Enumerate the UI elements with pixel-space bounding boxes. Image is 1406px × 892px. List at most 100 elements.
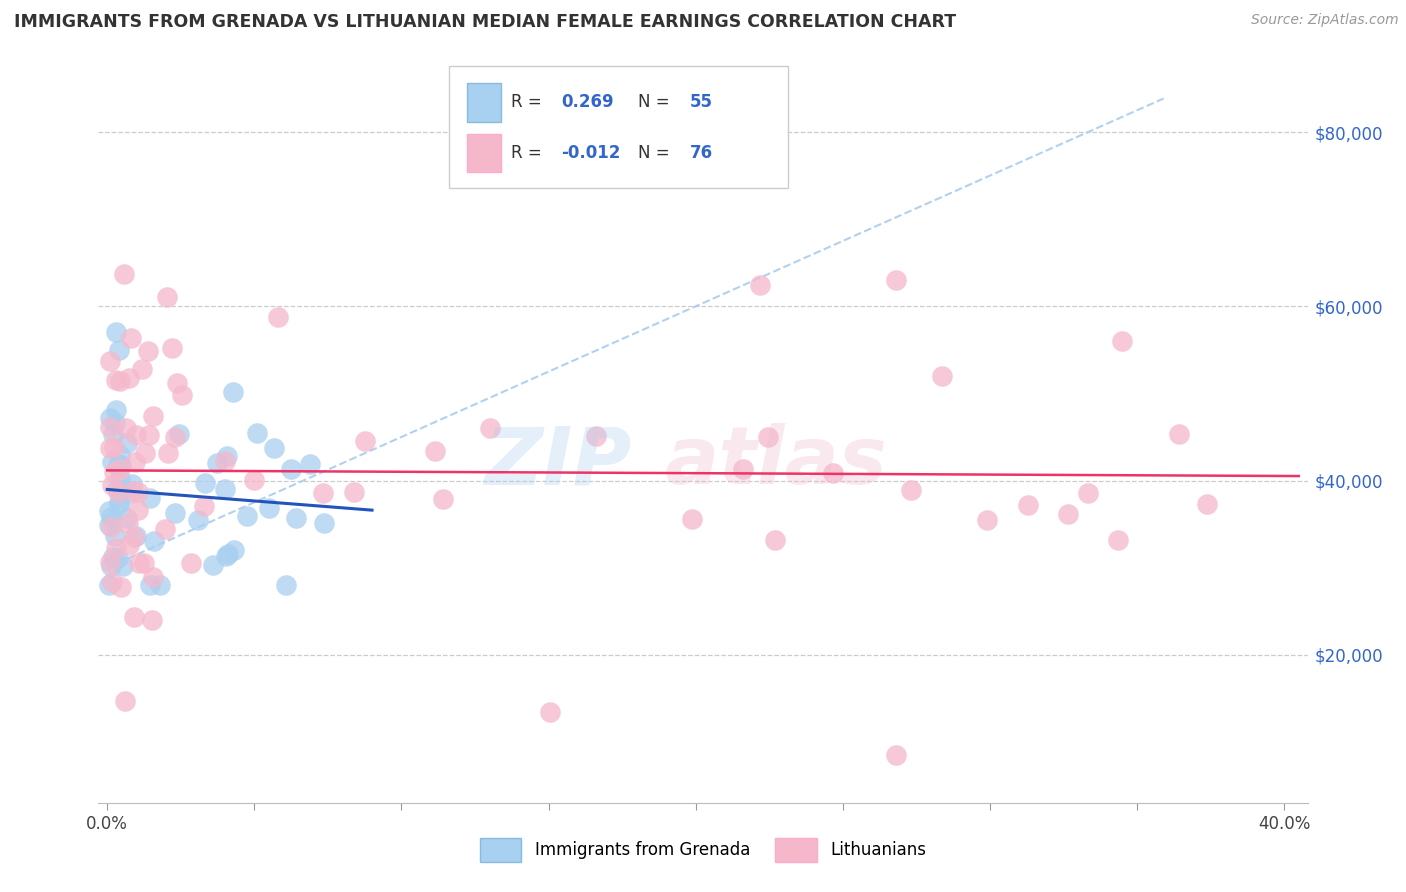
- Point: [103, 465, 125, 479]
- Point: [149, 578, 172, 592]
- Point: [98, 441, 121, 455]
- Point: [153, 522, 176, 536]
- Point: [104, 416, 127, 430]
- Point: [423, 444, 446, 458]
- Point: [108, 448, 131, 462]
- Point: [107, 484, 129, 499]
- Point: [107, 458, 129, 473]
- Point: [900, 483, 922, 497]
- Point: [143, 533, 166, 548]
- Point: [122, 530, 145, 544]
- Point: [749, 277, 772, 292]
- Point: [110, 462, 132, 476]
- Point: [312, 516, 335, 530]
- Point: [156, 446, 179, 460]
- Point: [110, 472, 132, 486]
- Point: [108, 458, 131, 472]
- Point: [585, 429, 607, 443]
- Point: [280, 462, 302, 476]
- Point: [193, 499, 215, 513]
- Point: [763, 533, 786, 547]
- Point: [134, 446, 156, 460]
- Point: [107, 550, 129, 565]
- Point: [108, 495, 131, 509]
- Point: [101, 478, 124, 492]
- Point: [115, 435, 138, 450]
- Point: [103, 549, 125, 564]
- Point: [114, 693, 136, 707]
- Point: [202, 558, 225, 573]
- Point: [100, 510, 122, 524]
- Point: [121, 476, 143, 491]
- Point: [127, 503, 149, 517]
- Point: [756, 430, 779, 444]
- Point: [107, 482, 129, 496]
- Point: [931, 368, 953, 383]
- Point: [110, 458, 132, 472]
- Point: [125, 529, 148, 543]
- Point: [976, 513, 998, 527]
- Point: [285, 510, 308, 524]
- Point: [312, 486, 335, 500]
- Point: [127, 484, 149, 499]
- Point: [821, 466, 844, 480]
- FancyBboxPatch shape: [449, 66, 787, 188]
- Point: [97, 504, 120, 518]
- Point: [117, 516, 139, 530]
- Point: [884, 273, 907, 287]
- Point: [103, 440, 125, 454]
- Point: [122, 610, 145, 624]
- Point: [131, 362, 153, 376]
- Point: [100, 520, 122, 534]
- Point: [214, 454, 236, 468]
- Text: -0.012: -0.012: [561, 144, 621, 161]
- Point: [97, 517, 120, 532]
- Point: [98, 410, 121, 425]
- Point: [160, 342, 183, 356]
- Text: IMMIGRANTS FROM GRENADA VS LITHUANIAN MEDIAN FEMALE EARNINGS CORRELATION CHART: IMMIGRANTS FROM GRENADA VS LITHUANIAN ME…: [14, 13, 956, 31]
- Point: [432, 491, 454, 506]
- Point: [163, 506, 186, 520]
- Point: [259, 501, 281, 516]
- Point: [1057, 507, 1080, 521]
- Point: [104, 529, 127, 543]
- Y-axis label: Median Female Earnings: Median Female Earnings: [0, 331, 8, 534]
- Point: [214, 549, 236, 563]
- Point: [100, 558, 122, 573]
- Point: [105, 326, 128, 340]
- Text: R =: R =: [510, 94, 547, 112]
- Point: [128, 556, 150, 570]
- Point: [107, 496, 129, 510]
- Point: [156, 289, 179, 303]
- Point: [1195, 497, 1218, 511]
- Point: [224, 542, 246, 557]
- Point: [136, 344, 159, 359]
- Point: [217, 547, 239, 561]
- Point: [170, 387, 193, 401]
- Point: [267, 310, 290, 325]
- Point: [104, 403, 127, 417]
- Point: [124, 455, 146, 469]
- Text: ZIP: ZIP: [484, 423, 631, 501]
- Point: [98, 420, 121, 434]
- Text: N =: N =: [638, 94, 675, 112]
- Point: [194, 475, 217, 490]
- Point: [98, 555, 121, 569]
- Point: [142, 570, 165, 584]
- Point: [141, 613, 163, 627]
- Text: R =: R =: [510, 144, 547, 161]
- Point: [98, 354, 121, 368]
- Point: [120, 331, 142, 345]
- Point: [115, 421, 138, 435]
- Point: [343, 485, 366, 500]
- Point: [167, 427, 190, 442]
- Point: [112, 267, 135, 281]
- Point: [101, 575, 124, 590]
- Point: [118, 538, 141, 552]
- Point: [681, 512, 703, 526]
- Point: [117, 510, 139, 524]
- Point: [118, 486, 141, 500]
- Text: 55: 55: [690, 94, 713, 112]
- Text: 76: 76: [690, 144, 713, 161]
- Point: [138, 578, 160, 592]
